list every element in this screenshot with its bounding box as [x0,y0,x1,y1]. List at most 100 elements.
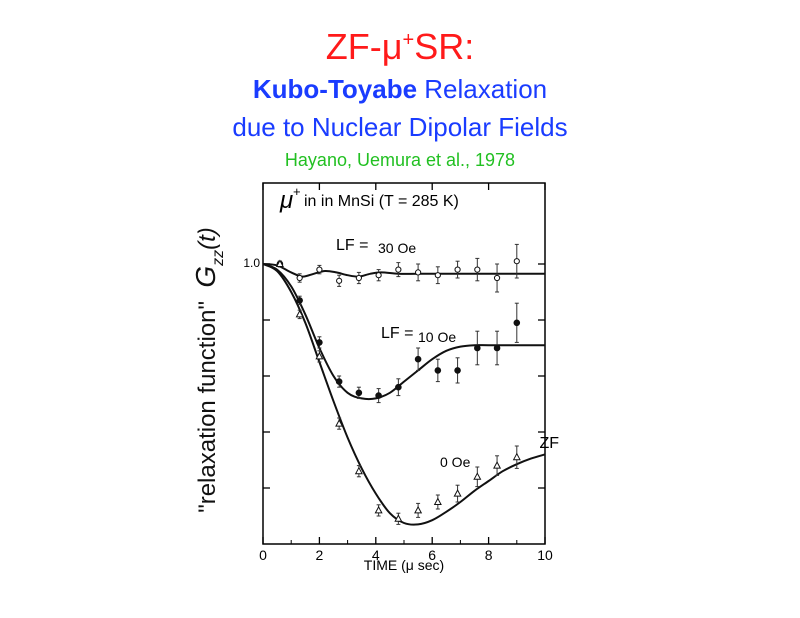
marker-open-triangle [394,514,403,522]
title-sr: SR: [414,26,475,67]
marker-open-triangle [374,505,383,514]
subtitle-rest: Relaxation [417,74,548,104]
data-point [296,295,303,306]
title-plus: + [402,29,415,51]
data-point [316,336,323,349]
data-point [512,445,521,469]
series-label-30-value: 30 Oe [378,240,416,256]
marker-filled-circle [355,389,363,397]
x-tick-label: 0 [259,547,267,563]
subtitle-kubo-toyabe: Kubo-Toyabe Relaxation [0,74,800,105]
x-axis-label: TIME (μ sec) [364,557,444,573]
data-point [474,257,481,282]
data-point [513,243,520,279]
marker-open-circle [355,274,362,282]
y-axis-label: "relaxation function" [194,300,221,513]
title-mu: μ [381,26,403,67]
marker-open-triangle [453,489,462,497]
y-axis-subscript: zz [210,249,227,266]
data-point [454,357,461,384]
marker-open-circle [513,258,520,265]
subtitle-bold: Kubo-Toyabe [252,74,418,104]
data-point [453,484,462,503]
data-point [335,417,344,430]
fit-curve-2 [262,263,546,526]
marker-open-triangle [414,505,423,514]
series-label-30-main: LF = [336,237,368,254]
data-point [355,271,362,285]
data-points [275,243,521,525]
marker-filled-circle [335,378,343,385]
fit-curve-0 [262,263,545,278]
marker-filled-circle [414,355,422,363]
marker-filled-circle [395,383,402,391]
marker-open-circle [375,272,382,279]
x-tick-label: 6 [428,547,436,563]
marker-open-triangle [433,497,442,505]
y-tick-label-1: 1.0 [243,256,260,270]
data-point [513,302,521,343]
marker-open-circle [434,272,441,279]
series-label-10-value: 10 Oe [418,329,456,345]
data-point [395,378,402,397]
data-point [336,274,343,287]
marker-open-triangle [473,472,482,480]
credit-text: Hayano, Uemura et al., 1978 [284,150,516,170]
marker-open-circle [336,277,343,284]
data-point [493,330,501,366]
marker-filled-circle [454,367,461,374]
y-axis-arg: (t) [194,227,221,250]
data-point [493,455,502,476]
data-point [296,273,303,283]
data-point [414,347,422,371]
axis-ticks: 0 2 4 6 8 10 [259,183,553,563]
title-zf: ZF- [325,26,382,67]
series-label-0-value: 0 Oe [440,454,471,470]
data-point [316,264,323,275]
data-point [434,266,441,285]
data-point [473,466,482,488]
fit-curve-1 [262,263,545,401]
marker-open-circle [493,274,501,282]
data-point [433,494,442,510]
marker-open-triangle [335,419,344,427]
data-point [354,465,363,478]
marker-open-triangle [493,461,502,469]
slide-title: ZF-μ+SR: [0,26,800,68]
chart-title-mu: μ [279,187,293,214]
data-point [493,263,501,293]
marker-open-circle [415,269,422,276]
series-label-10-main: LF = [381,325,413,342]
marker-open-triangle [354,466,363,475]
marker-open-triangle [512,452,521,461]
data-point [275,259,284,268]
x-tick-label: 2 [316,547,324,563]
y-axis-symbol: G [190,265,221,288]
data-point [335,375,343,388]
data-point [415,263,422,282]
data-point [375,269,382,282]
data-point [414,502,423,518]
marker-open-circle [454,266,461,273]
x-tick-label: 8 [485,547,493,563]
x-tick-label: 10 [537,547,553,563]
marker-filled-circle [493,344,501,352]
data-point [394,512,403,525]
data-point [375,388,382,404]
marker-open-triangle [295,309,304,318]
zf-label: ZF [539,435,559,452]
data-point [315,350,324,363]
credit-line: Hayano, Uemura et al., 1978 [0,150,800,171]
marker-open-triangle [315,351,324,360]
chart-title-plus: + [293,184,301,199]
plot-frame [262,182,546,545]
marker-filled-circle [474,344,481,352]
data-point [474,330,481,366]
data-point [395,262,402,278]
marker-open-circle [395,266,402,273]
marker-filled-circle [375,392,382,399]
x-tick-label: 4 [372,547,380,563]
fit-curves [262,263,546,526]
marker-open-triangle [275,259,284,267]
relaxation-chart: 0 2 4 6 8 10 μ + in in MnSi (T = 285 K) LF = … [243,182,559,573]
